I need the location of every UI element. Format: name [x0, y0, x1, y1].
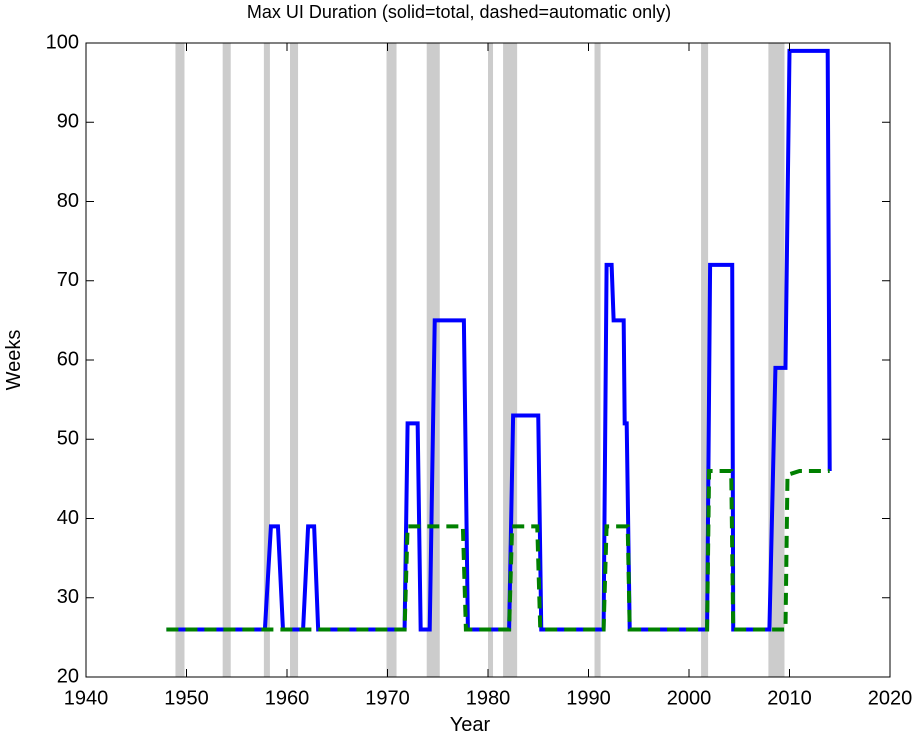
x-axis-label: Year	[450, 714, 491, 736]
y-tick-label: 100	[46, 31, 79, 53]
x-tick-label: 1940	[64, 687, 109, 709]
x-tick-label: 1960	[265, 687, 310, 709]
y-tick-label: 50	[57, 428, 79, 450]
y-axis-label: Weeks	[3, 330, 25, 391]
y-tick-label: 90	[57, 111, 79, 133]
x-tick-label: 2020	[868, 687, 913, 709]
x-tick-label: 1970	[365, 687, 410, 709]
recession-band	[263, 43, 270, 677]
x-tick-label: 2000	[667, 687, 712, 709]
y-tick-label: 40	[57, 507, 79, 529]
y-tick-label: 20	[57, 665, 79, 687]
y-tick-label: 60	[57, 348, 79, 370]
recession-band	[701, 43, 709, 677]
x-tick-label: 1950	[164, 687, 209, 709]
recession-band	[488, 43, 494, 677]
y-tick-label: 70	[57, 269, 79, 291]
recession-band	[175, 43, 185, 677]
y-tick-label: 80	[57, 190, 79, 212]
recession-band	[386, 43, 397, 677]
recession-band	[222, 43, 231, 677]
y-tick-label: 30	[57, 586, 79, 608]
series-line	[166, 468, 830, 632]
recession-band	[290, 43, 299, 677]
chart-title: Max UI Duration (solid=total, dashed=aut…	[247, 2, 671, 22]
x-tick-label: 2010	[767, 687, 812, 709]
x-tick-label: 1980	[466, 687, 511, 709]
recession-band	[594, 43, 601, 677]
recession-band	[503, 43, 518, 677]
x-tick-label: 1990	[566, 687, 611, 709]
